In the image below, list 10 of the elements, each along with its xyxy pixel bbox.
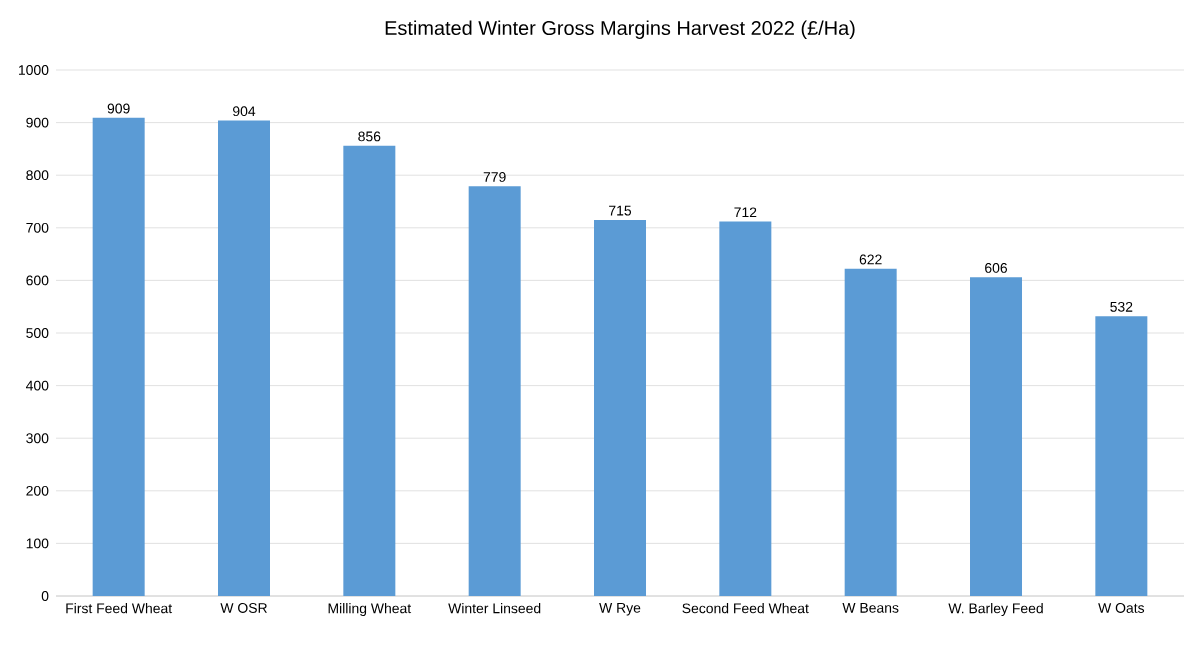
- bar: [343, 145, 396, 596]
- bar: [92, 117, 145, 596]
- bar: [594, 219, 647, 596]
- bar: [844, 268, 897, 596]
- bar: [218, 120, 270, 596]
- bar: [1095, 316, 1148, 596]
- bar: [719, 221, 772, 596]
- bar: [970, 277, 1023, 596]
- bar: [468, 186, 521, 596]
- chart-title: Estimated Winter Gross Margins Harvest 2022 (£/Ha): [385, 20, 855, 39]
